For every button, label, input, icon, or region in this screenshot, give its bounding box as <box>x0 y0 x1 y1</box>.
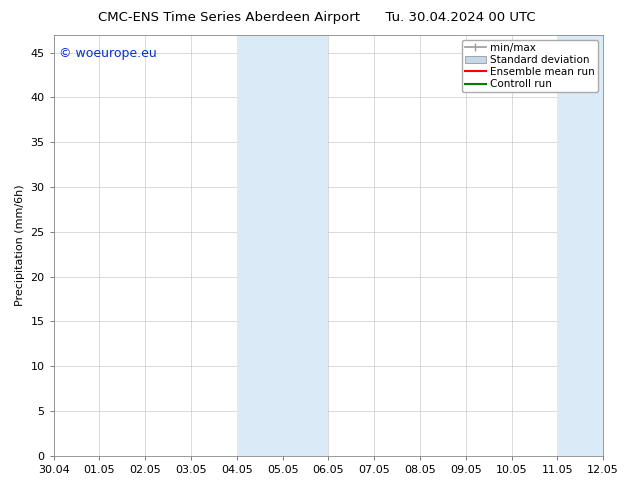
Text: CMC-ENS Time Series Aberdeen Airport      Tu. 30.04.2024 00 UTC: CMC-ENS Time Series Aberdeen Airport Tu.… <box>98 11 536 24</box>
Legend: min/max, Standard deviation, Ensemble mean run, Controll run: min/max, Standard deviation, Ensemble me… <box>462 40 598 92</box>
Y-axis label: Precipitation (mm/6h): Precipitation (mm/6h) <box>15 184 25 306</box>
Bar <box>237 35 328 456</box>
Text: © woeurope.eu: © woeurope.eu <box>59 47 157 60</box>
Bar <box>557 35 603 456</box>
